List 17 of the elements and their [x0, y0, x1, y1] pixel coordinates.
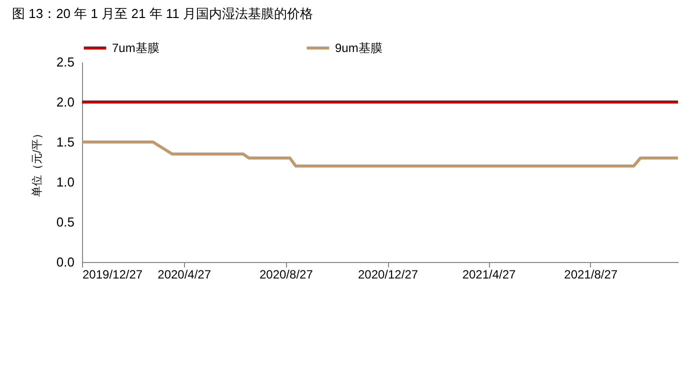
- y-tick-label: 2.5: [56, 54, 74, 70]
- x-tick-label: 2020/12/27: [358, 268, 418, 282]
- legend-label: 9um基膜: [335, 41, 382, 55]
- x-tick-label: 2021/4/27: [462, 268, 516, 282]
- y-tick-label: 1.0: [56, 174, 74, 190]
- x-tick-label: 2019/12/27: [82, 268, 143, 282]
- legend-label: 7um基膜: [112, 41, 160, 55]
- x-tick-label: 2021/8/27: [564, 268, 618, 282]
- chart-title: 图 13：20 年 1 月至 21 年 11 月国内湿法基膜的价格: [12, 6, 313, 21]
- y-tick-label: 1.5: [56, 134, 74, 150]
- y-tick-label: 0.0: [56, 254, 74, 270]
- x-tick-label: 2020/8/27: [259, 268, 314, 282]
- y-tick-label: 0.5: [56, 214, 74, 230]
- y-tick-label: 2.0: [56, 94, 74, 110]
- y-axis-title: 单位（元/平）: [30, 128, 44, 198]
- x-tick-label: 2020/4/27: [158, 268, 212, 282]
- line-series: [80, 140, 680, 168]
